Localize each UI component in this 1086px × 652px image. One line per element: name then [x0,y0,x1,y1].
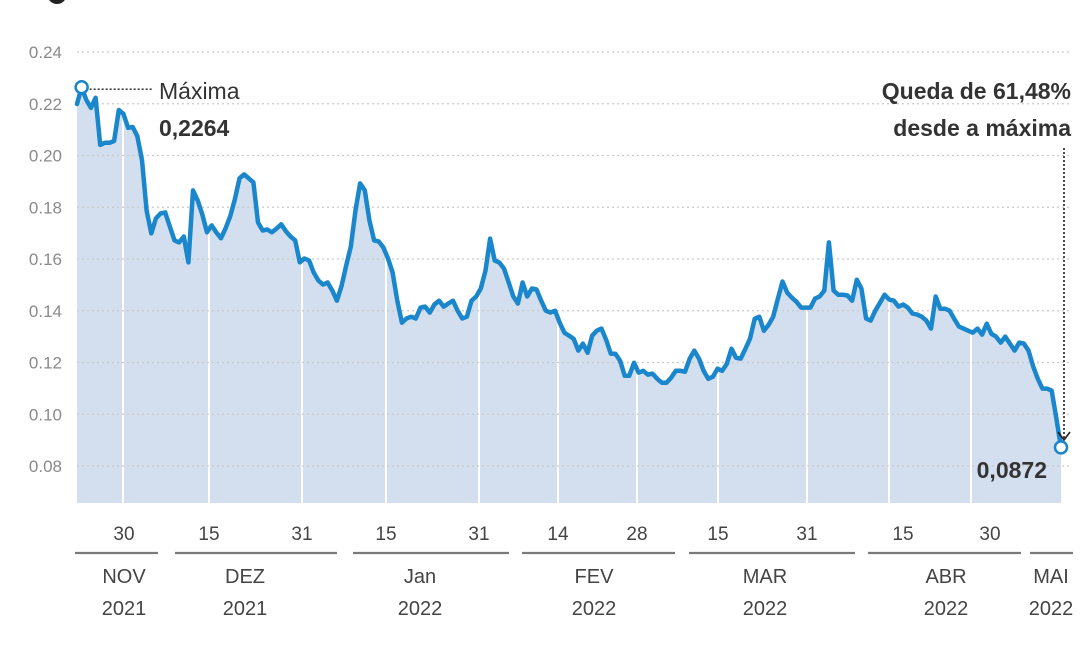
x-day-tick-label: 15 [375,524,396,545]
month-label: MAI [1033,566,1069,588]
x-day-tick-label: 30 [979,524,1000,545]
y-tick-label: 0.10 [29,405,62,424]
x-day-tick-label: 15 [892,524,913,545]
y-tick-label: 0.20 [29,147,62,166]
x-axis: 30 15 31 15 31 14 28 15 31 15 30 NOV 2021 DEZ 2021 Jan 2… [75,524,1073,620]
y-tick-label: 0.18 [29,198,62,217]
y-tick-label: 0.12 [29,354,62,373]
x-day-tick-label: 28 [626,524,647,545]
month-label: DEZ [225,566,265,588]
year-label: 2022 [743,598,788,620]
series-line [74,84,1064,450]
y-tick-label: 0.16 [29,250,62,269]
x-day-tick-label: 15 [707,524,728,545]
y-tick-label: 0.08 [29,457,62,476]
cropped-header-glyph [48,0,66,4]
drop-annotation-line2: desde a máxima [893,115,1071,141]
x-day-tick-label: 15 [198,524,219,545]
y-tick-label: 0.14 [29,302,62,321]
year-label: 2022 [572,598,617,620]
annotations: Máxima 0,2264 Queda de 61,48% desde a má… [89,78,1071,483]
area-fill [77,87,1061,503]
y-tick-label: 0.24 [29,43,62,62]
year-label: 2022 [924,598,969,620]
year-label: 2021 [102,598,147,620]
month-label: NOV [102,566,146,588]
last-marker [1053,440,1069,455]
max-label: Máxima [159,78,240,104]
x-day-tick-label: 31 [291,524,312,545]
year-label: 2022 [398,598,443,620]
x-day-tick-label: 14 [547,524,569,545]
max-marker [74,79,89,95]
gridlines [77,51,1072,467]
markers [74,79,1069,455]
year-label: 2021 [223,598,268,620]
y-tick-label: 0.22 [29,95,62,114]
month-label: ABR [925,566,966,588]
year-label: 2022 [1029,598,1074,620]
month-label: Jan [404,566,436,588]
last-value-label: 0,0872 [977,457,1047,483]
max-value-label: 0,2264 [159,115,230,141]
month-label: FEV [575,566,615,588]
vertical-separators [122,52,972,503]
month-label: MAR [743,566,787,588]
y-axis-ticks: 0.24 0.22 0.20 0.18 0.16 0.14 0.12 0.10 0.08 [29,43,62,476]
area-fill-group [77,87,1061,503]
x-day-tick-label: 31 [468,524,489,545]
x-day-tick-label: 31 [796,524,817,545]
arrowhead-icon [1057,431,1071,442]
series-line-group [74,84,1064,450]
drop-annotation-line1: Queda de 61,48% [882,78,1071,104]
x-day-tick-label: 30 [113,524,134,545]
